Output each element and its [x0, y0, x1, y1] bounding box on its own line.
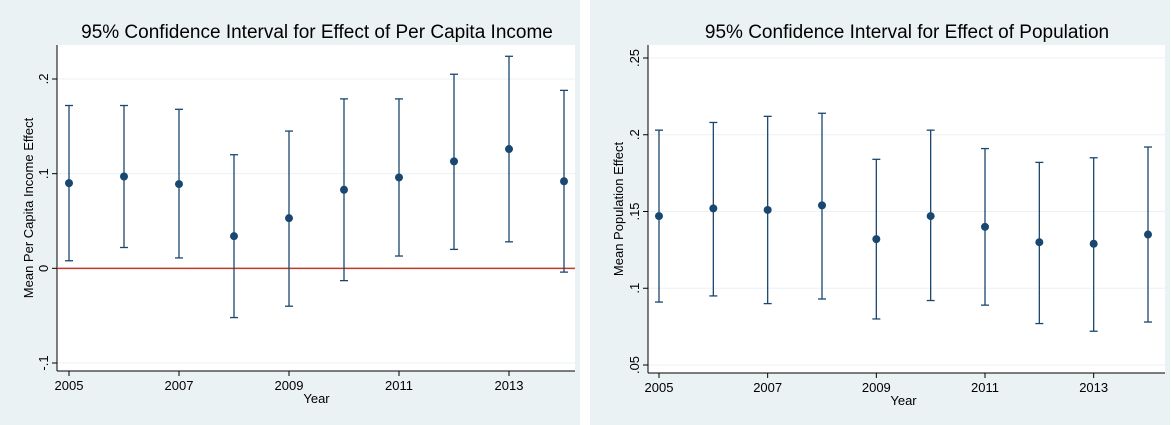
y-tick-label: .15 [627, 202, 642, 220]
chart-population: 95% Confidence Interval for Effect of Po… [611, 22, 1165, 408]
y-tick-label: .2 [36, 74, 51, 85]
x-tick-label: 2005 [55, 378, 84, 393]
mean-point [175, 180, 183, 189]
mean-point [709, 204, 718, 213]
x-tick-label: 2005 [645, 380, 674, 395]
mean-point [560, 177, 568, 186]
x-tick-label: 2009 [862, 380, 891, 395]
y-tick-label: .1 [627, 283, 642, 294]
mean-point [395, 173, 403, 182]
y-axis-label: Mean Population Effect [611, 142, 626, 277]
mean-point [120, 172, 128, 181]
x-tick-label: 2009 [275, 378, 304, 393]
mean-point [981, 222, 989, 231]
x-tick-label: 2013 [1079, 380, 1108, 395]
chart-panel-income: 95% Confidence Interval for Effect of Pe… [0, 0, 580, 425]
mean-point [65, 179, 73, 188]
mean-point [926, 212, 935, 221]
x-axis-label: Year [303, 391, 330, 406]
y-tick-label: -.1 [36, 355, 51, 370]
mean-point [1144, 230, 1152, 239]
mean-point [872, 235, 881, 244]
x-tick-label: 2011 [971, 380, 999, 395]
y-tick-label: 0 [36, 265, 51, 272]
y-tick-label: .1 [36, 168, 51, 179]
mean-point [285, 214, 293, 223]
x-axis-label: Year [890, 393, 917, 408]
mean-point [505, 145, 513, 154]
x-tick-label: 2011 [385, 378, 413, 393]
y-tick-label: .25 [627, 49, 642, 67]
mean-point [340, 185, 348, 194]
mean-point [818, 201, 826, 210]
x-tick-label: 2013 [495, 378, 524, 393]
chart-title: 95% Confidence Interval for Effect of Pe… [81, 22, 553, 43]
y-tick-label: .2 [627, 129, 642, 140]
mean-point [450, 157, 458, 166]
mean-point [1089, 239, 1098, 248]
chart-title: 95% Confidence Interval for Effect of Po… [705, 22, 1109, 43]
mean-point [763, 205, 772, 214]
x-tick-label: 2007 [753, 380, 782, 395]
plot-area [648, 45, 1165, 373]
chart-panel-population: 95% Confidence Interval for Effect of Po… [590, 0, 1170, 425]
mean-point [230, 232, 238, 241]
plot-area [57, 45, 575, 371]
mean-point [655, 212, 663, 221]
y-axis-label: Mean Per Capita Income Effect [21, 117, 36, 298]
mean-point [1035, 238, 1044, 247]
chart-income: 95% Confidence Interval for Effect of Pe… [21, 22, 575, 406]
y-tick-label: .05 [627, 356, 642, 374]
x-tick-label: 2007 [165, 378, 194, 393]
